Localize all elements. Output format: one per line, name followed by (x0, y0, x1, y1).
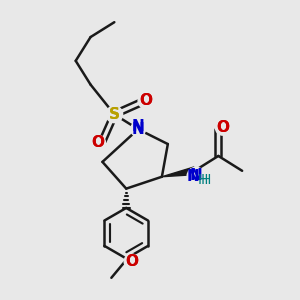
Circle shape (106, 106, 123, 123)
Circle shape (215, 120, 230, 135)
Circle shape (124, 254, 139, 269)
Text: O: O (139, 94, 152, 109)
Text: O: O (92, 135, 104, 150)
Text: S: S (109, 107, 120, 122)
Text: O: O (216, 120, 229, 135)
Circle shape (131, 122, 146, 136)
Text: H: H (198, 173, 208, 187)
Text: O: O (125, 254, 138, 269)
Circle shape (138, 94, 153, 108)
Text: N: N (190, 168, 202, 183)
Text: O: O (216, 120, 229, 135)
Text: H: H (201, 173, 211, 187)
Text: N: N (187, 169, 200, 184)
Circle shape (91, 135, 105, 150)
Text: O: O (125, 254, 138, 269)
Text: O: O (139, 94, 152, 109)
Text: S: S (109, 107, 120, 122)
Text: N: N (132, 122, 145, 137)
Circle shape (187, 167, 205, 185)
Text: O: O (92, 135, 104, 150)
Polygon shape (162, 167, 195, 177)
Text: N: N (132, 119, 145, 134)
